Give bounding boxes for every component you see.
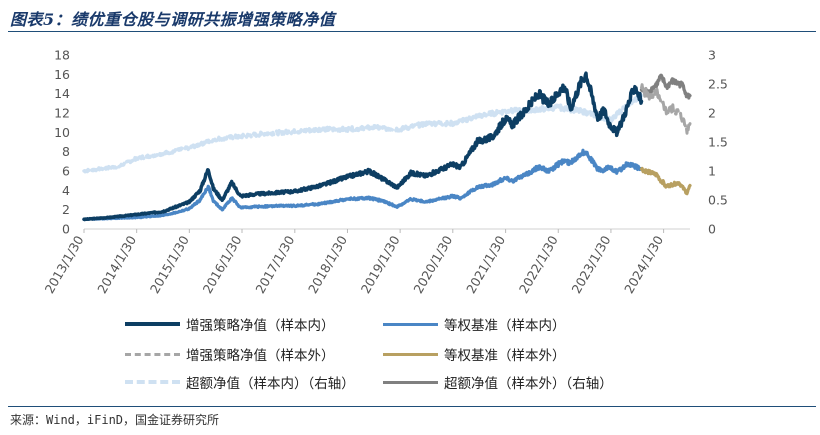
x-tick-label: 2019/1/30 — [358, 233, 403, 296]
y-left-tick-label: 6 — [62, 164, 70, 179]
x-tick-label: 2017/1/30 — [252, 233, 297, 296]
y-left-tick-label: 2 — [62, 202, 70, 217]
y-left-tick-label: 12 — [54, 106, 70, 121]
legend-item: 增强策略净值（样本外） — [125, 343, 335, 365]
y-right-tick-label: 2.5 — [708, 77, 728, 92]
legend-swatch — [383, 380, 438, 384]
y-left-tick-label: 16 — [54, 67, 70, 82]
figure-title: 图表5：绩优重仓股与调研共振增强策略净值 — [10, 10, 336, 29]
series-line-2 — [640, 83, 692, 135]
series-line-4 — [82, 93, 644, 174]
x-tick-label: 2023/1/30 — [568, 233, 613, 296]
series-line-0 — [82, 71, 644, 222]
source-note: 来源：Wind，iFinD，国金证券研究所 — [10, 413, 220, 427]
y-right-tick-label: 1.5 — [708, 135, 728, 150]
y-right-tick-label: 0.5 — [708, 193, 728, 208]
legend-item: 增强策略净值（样本内） — [125, 313, 335, 335]
legend-swatch — [383, 322, 438, 326]
x-tick-label: 2015/1/30 — [147, 233, 192, 296]
legend-swatch — [125, 380, 180, 384]
y-right-tick-label: 1 — [708, 164, 716, 179]
x-tick-label: 2021/1/30 — [463, 233, 508, 296]
legend-label: 增强策略净值（样本内） — [186, 318, 335, 334]
x-tick-label: 2018/1/30 — [305, 233, 350, 296]
legend-swatch — [125, 322, 180, 326]
legend-label: 等权基准（样本内） — [444, 318, 566, 334]
legend-label: 超额净值（样本内）（右轴） — [186, 376, 355, 392]
y-left-tick-label: 8 — [62, 144, 70, 159]
legend-swatch — [383, 352, 438, 356]
x-tick-label: 2013/1/30 — [42, 233, 87, 296]
legend-item: 超额净值（样本内）（右轴） — [125, 371, 355, 393]
series-line-5 — [639, 73, 692, 100]
x-tick-label: 2014/1/30 — [94, 233, 139, 296]
chart-legend: 增强策略净值（样本内） 等权基准（样本内） 增强策略净值（样本外） 等权基准（样本外）… — [125, 313, 685, 401]
y-left-tick-label: 14 — [54, 86, 70, 101]
legend-item: 等权基准（样本外） — [383, 343, 566, 365]
legend-item: 超额净值（样本外）（右轴） — [383, 371, 613, 393]
y-left-tick-label: 0 — [62, 222, 70, 237]
legend-swatch — [125, 352, 180, 356]
y-right-tick-label: 0 — [708, 222, 716, 237]
x-tick-label: 2024/1/30 — [621, 233, 666, 296]
legend-label: 等权基准（样本外） — [444, 348, 566, 364]
legend-item: 等权基准（样本内） — [383, 313, 566, 335]
x-tick-label: 2016/1/30 — [200, 233, 245, 296]
y-left-tick-label: 18 — [54, 48, 70, 63]
x-tick-label: 2022/1/30 — [516, 233, 561, 296]
legend-label: 超额净值（样本外）（右轴） — [444, 376, 613, 392]
title-divider — [8, 31, 816, 32]
legend-label: 增强策略净值（样本外） — [186, 348, 335, 364]
y-right-tick-label: 2 — [708, 106, 716, 121]
y-left-tick-label: 4 — [62, 183, 70, 198]
y-left-tick-label: 10 — [54, 125, 70, 140]
y-right-tick-label: 3 — [708, 48, 716, 63]
source-divider — [8, 406, 816, 407]
x-tick-label: 2020/1/30 — [410, 233, 455, 296]
series-line-3 — [639, 166, 692, 196]
series-line-1 — [82, 148, 644, 222]
